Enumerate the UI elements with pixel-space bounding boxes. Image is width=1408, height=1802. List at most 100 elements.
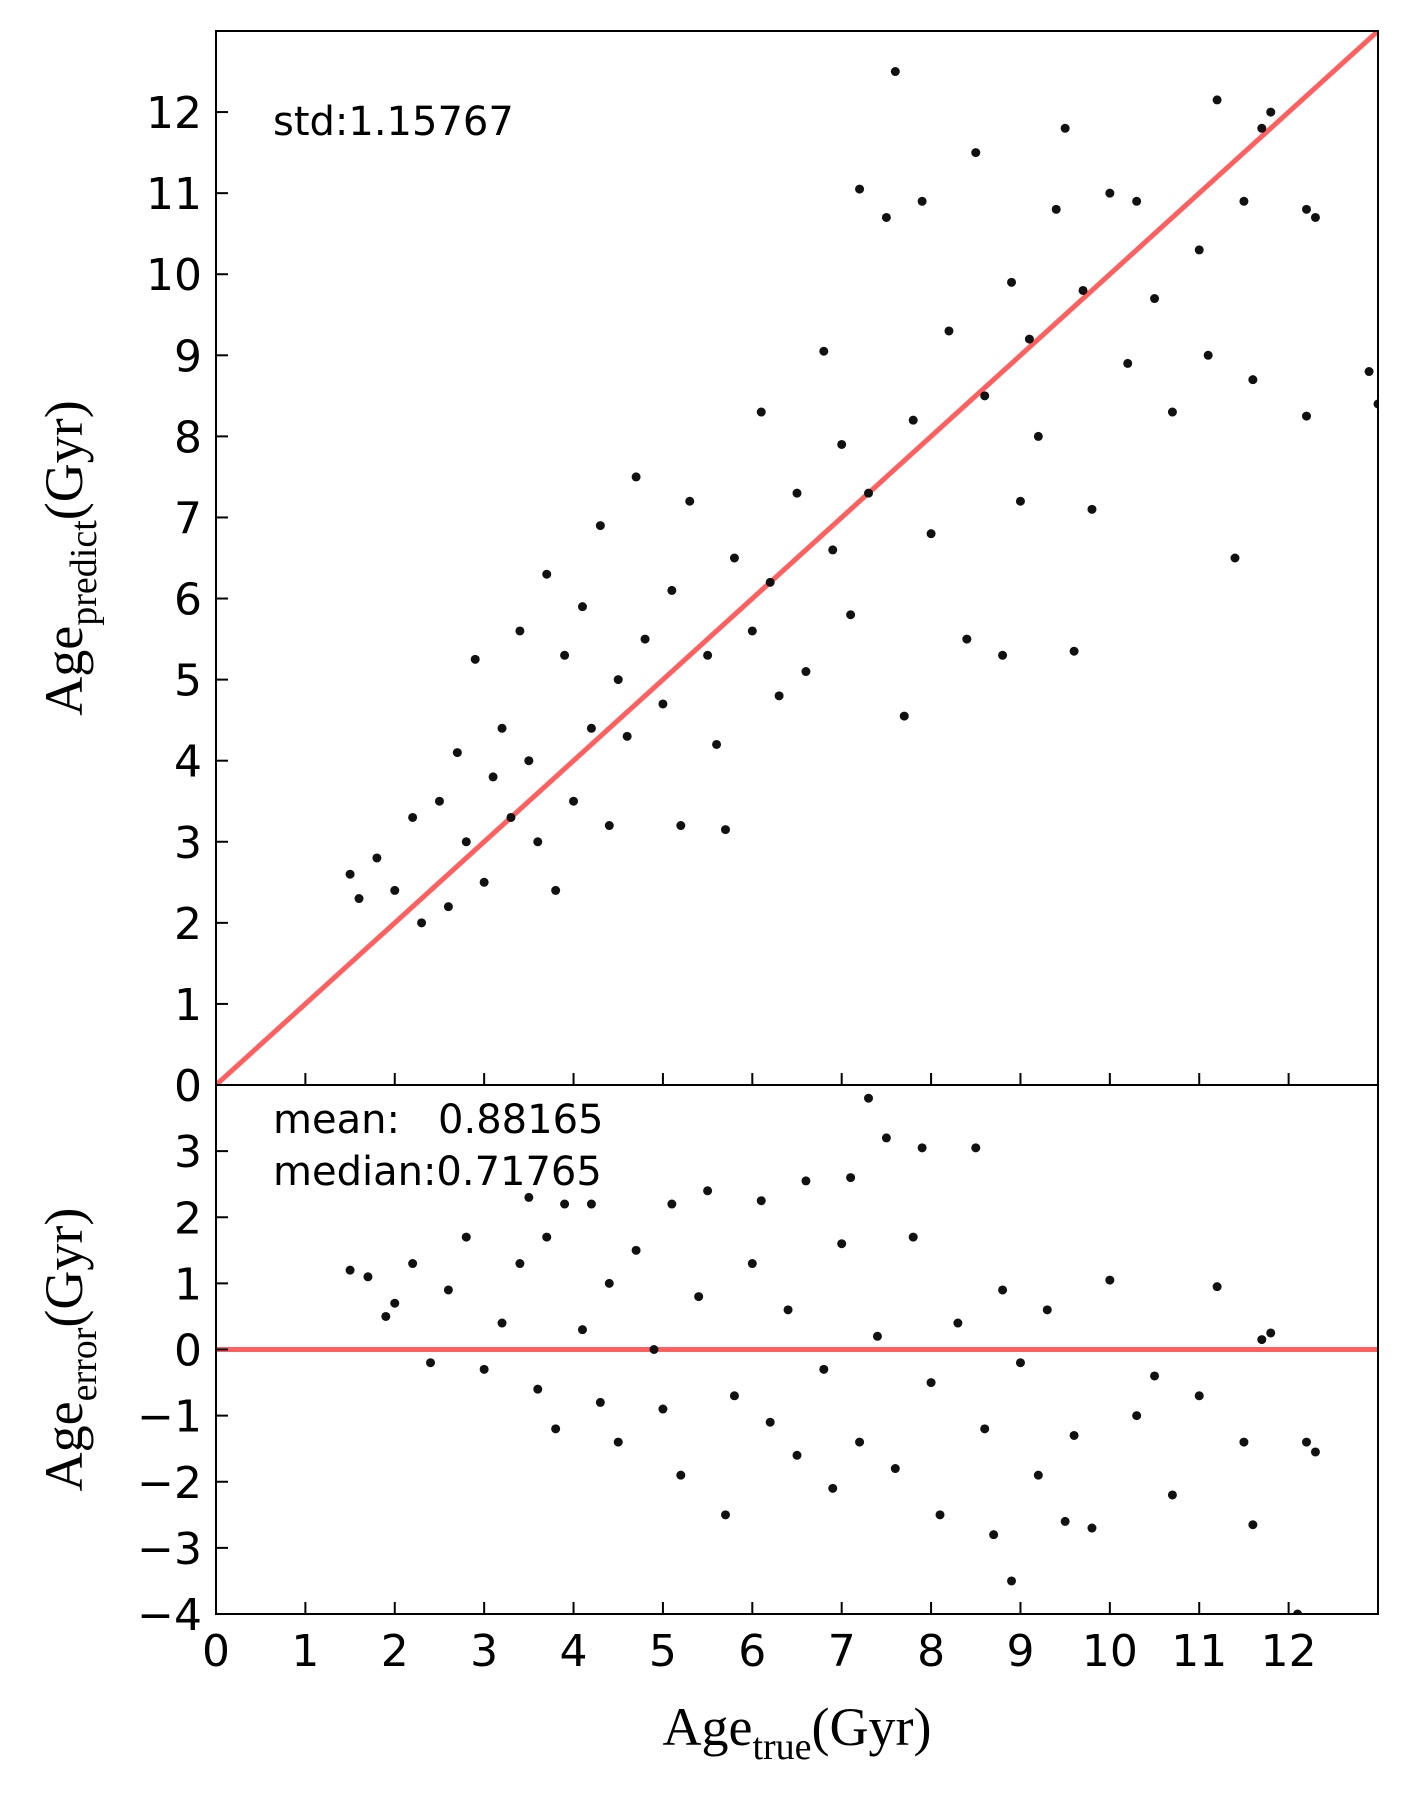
point [613, 675, 623, 685]
point [1150, 294, 1160, 304]
point [792, 1450, 802, 1460]
point [595, 521, 605, 531]
point [542, 569, 552, 579]
point [1212, 1282, 1222, 1292]
x-tick-label: 5 [649, 1626, 677, 1677]
point [533, 1384, 543, 1394]
y-tick-label: 4 [174, 737, 202, 788]
point [756, 407, 766, 417]
point [1007, 1576, 1017, 1586]
point [1248, 1520, 1258, 1530]
y-tick-label: 0 [174, 1061, 202, 1112]
point [1069, 646, 1079, 656]
x-tick-label: 7 [828, 1626, 856, 1677]
reference-line [216, 31, 1378, 1085]
point [729, 553, 739, 563]
y-axis-label-main: Age [34, 1401, 94, 1491]
point [1060, 1516, 1070, 1526]
point [1266, 1328, 1276, 1338]
point [935, 1510, 945, 1520]
point [586, 723, 596, 733]
point [613, 1437, 623, 1447]
point [434, 796, 444, 806]
point [774, 691, 784, 701]
point [426, 1358, 436, 1368]
point [604, 1278, 614, 1288]
annotation: median:0.71765 [273, 1149, 602, 1195]
point [533, 837, 543, 847]
point [864, 488, 874, 498]
point [631, 472, 641, 482]
point [819, 1364, 829, 1374]
point [908, 1232, 918, 1242]
point [890, 67, 900, 77]
point [1123, 358, 1133, 368]
point [372, 853, 382, 863]
x-tick-label: 2 [381, 1626, 409, 1677]
point [1301, 411, 1311, 421]
point [694, 1292, 704, 1302]
point [756, 1196, 766, 1206]
point [828, 1483, 838, 1493]
x-axis-label: Agetrue(Gyr) [663, 1697, 932, 1768]
point [1203, 350, 1213, 360]
x-tick-label: 6 [738, 1626, 766, 1677]
point [506, 812, 516, 822]
y-tick-label: 11 [146, 169, 202, 220]
point [1042, 1305, 1052, 1315]
point [1230, 553, 1240, 563]
point [1257, 1335, 1267, 1345]
annotation: mean: 0.88165 [273, 1097, 603, 1143]
point [1060, 123, 1070, 133]
point [452, 748, 462, 758]
point [676, 821, 686, 831]
point [1033, 431, 1043, 441]
x-axis-label-sub: true [752, 1726, 811, 1768]
point [908, 415, 918, 425]
point [998, 650, 1008, 660]
point [1212, 95, 1222, 105]
y-tick-label: −3 [137, 1524, 202, 1575]
point [1015, 496, 1025, 506]
point [783, 1305, 793, 1315]
y-tick-label: 9 [174, 331, 202, 382]
y-axis-label-unit: (Gyr) [34, 1208, 94, 1328]
point [971, 1143, 981, 1153]
point [551, 885, 561, 895]
point [1132, 196, 1142, 206]
point [408, 1259, 418, 1269]
point [586, 1199, 596, 1209]
point [667, 1199, 677, 1209]
point [1150, 1371, 1160, 1381]
point [1105, 188, 1115, 198]
point [542, 1232, 552, 1242]
point [926, 529, 936, 539]
point [962, 634, 972, 644]
point [497, 1318, 507, 1328]
point [837, 1239, 847, 1249]
point [667, 585, 677, 595]
point [1239, 196, 1249, 206]
point [855, 184, 865, 194]
x-tick-label: 0 [202, 1626, 230, 1677]
point [917, 1143, 927, 1153]
point [872, 1331, 882, 1341]
point [408, 812, 418, 822]
point [1051, 204, 1061, 214]
point [497, 723, 507, 733]
point [685, 496, 695, 506]
point [488, 772, 498, 782]
point [443, 902, 453, 912]
y-tick-label: 10 [146, 250, 202, 301]
point [926, 1378, 936, 1388]
point [390, 1298, 400, 1308]
point [595, 1397, 605, 1407]
x-tick-label: 4 [560, 1626, 588, 1677]
y-tick-label: 3 [174, 818, 202, 869]
annotation: std:1.15767 [273, 99, 514, 145]
point [1167, 1490, 1177, 1500]
y-tick-label: −1 [137, 1392, 202, 1443]
point [479, 1364, 489, 1374]
